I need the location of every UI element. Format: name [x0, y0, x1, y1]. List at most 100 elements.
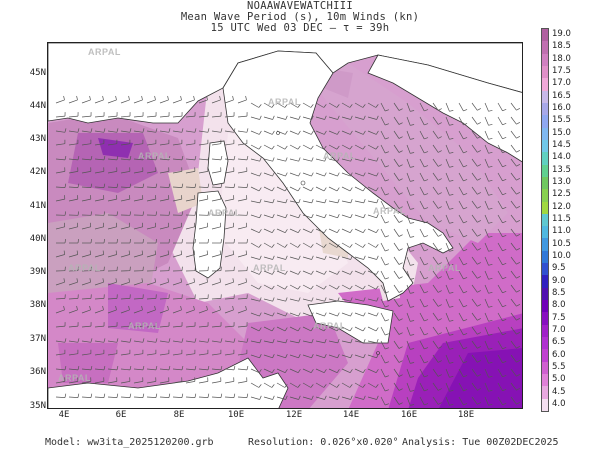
wind-barb: [237, 143, 247, 146]
wind-barb-tick: [258, 384, 262, 388]
wind-barb-tick: [349, 244, 353, 248]
wind-barb-tick: [424, 403, 429, 406]
wind-barb-tick: [488, 375, 493, 378]
watermark: ARPAL: [373, 206, 406, 216]
wind-barb: [185, 198, 195, 202]
wind-barb: [263, 326, 273, 332]
wind-barb: [159, 309, 169, 314]
wind-barb: [484, 158, 489, 168]
wind-barb: [354, 326, 364, 332]
wind-barb-tick: [376, 297, 379, 302]
wind-barb: [211, 99, 221, 104]
wind-barb-tick: [449, 334, 454, 336]
wind-barb: [289, 158, 299, 162]
wind-barb-tick: [336, 285, 340, 290]
wind-barb: [406, 130, 411, 140]
wind-barb-tick: [349, 369, 353, 373]
wind-barb: [497, 368, 503, 377]
wind-barb-tick: [311, 395, 314, 400]
wind-barb: [159, 298, 170, 300]
wind-barb-tick: [398, 178, 403, 181]
wind-barb-tick: [323, 130, 327, 135]
colorbar-segment: [542, 263, 548, 276]
colorbar-label: 8.0: [552, 300, 566, 311]
wind-barb: [432, 130, 439, 139]
wind-barb: [302, 326, 312, 332]
wind-barb: [94, 254, 104, 258]
wind-barb: [328, 312, 338, 317]
wind-barb: [133, 226, 143, 230]
wind-barb: [458, 326, 464, 336]
wind-barb-tick: [488, 291, 493, 294]
colorbar-segment: [542, 275, 548, 289]
wind-barb: [55, 340, 65, 343]
wind-barb: [510, 242, 517, 251]
wind-barb: [172, 171, 182, 174]
wind-barb-tick: [336, 229, 340, 233]
wind-barb-tick: [463, 389, 468, 392]
wind-barb-tick: [449, 376, 454, 378]
wind-barb: [120, 309, 130, 314]
wind-barb: [432, 228, 439, 237]
wind-barb: [380, 158, 386, 168]
wind-barb-tick: [194, 366, 197, 370]
wind-barb: [354, 382, 363, 388]
watermark: ARPAL: [268, 97, 301, 107]
wind-barb: [276, 312, 286, 317]
wind-barb-tick: [284, 104, 288, 108]
wind-barb-tick: [349, 229, 353, 233]
colorbar-label: 10.5: [552, 238, 571, 249]
wind-barb: [393, 256, 400, 265]
wind-barb: [367, 242, 376, 248]
colorbar-label: 9.5: [552, 263, 566, 274]
wind-barb: [354, 270, 364, 275]
wind-barb: [81, 198, 91, 202]
wind-barb: [510, 382, 517, 391]
wind-barb: [159, 226, 169, 230]
wind-barb-tick: [285, 297, 288, 302]
wind-barb-tick: [398, 136, 403, 139]
wind-barb: [55, 186, 66, 188]
wind-barb: [458, 242, 464, 252]
wind-barb: [198, 340, 208, 343]
wind-barb: [406, 214, 411, 224]
colorbar-segment: [542, 324, 548, 338]
wind-barb: [146, 340, 156, 343]
wind-barb: [458, 340, 464, 350]
wind-barb: [341, 256, 351, 260]
wind-barb-tick: [376, 354, 379, 358]
wind-barb: [471, 340, 478, 349]
wind-barb-tick: [259, 312, 262, 317]
wind-barb: [458, 270, 464, 280]
wind-barb-tick: [181, 366, 184, 370]
wind-barb: [159, 396, 170, 398]
wind-barb-tick: [258, 130, 262, 135]
wind-barb: [198, 281, 208, 286]
wind-barb-tick: [167, 305, 169, 310]
wind-barb-tick: [337, 115, 340, 120]
wind-barb: [471, 172, 478, 181]
wind-barb-tick: [272, 255, 275, 260]
wind-barb: [94, 353, 104, 356]
wind-barb-tick: [410, 124, 415, 126]
wind-barb: [237, 281, 247, 286]
wind-barb: [471, 186, 478, 195]
wind-barb-tick: [271, 369, 275, 373]
wind-barb-tick: [103, 156, 106, 160]
wind-barb: [432, 382, 439, 391]
wind-barb-tick: [181, 211, 184, 216]
wind-barb: [302, 256, 312, 260]
wind-barb-tick: [410, 222, 415, 224]
wind-barb-tick: [375, 145, 379, 150]
wind-barb: [497, 116, 503, 125]
wind-barb: [302, 382, 311, 388]
lat-label: 42N: [29, 167, 46, 177]
wind-barb: [198, 325, 209, 328]
wind-barb: [497, 242, 503, 251]
wind-barb: [68, 309, 78, 314]
wind-barb-tick: [410, 390, 415, 392]
wind-barb: [380, 172, 386, 182]
wind-barb: [289, 116, 299, 120]
wind-barb: [367, 214, 377, 219]
wind-barb-tick: [194, 128, 197, 133]
